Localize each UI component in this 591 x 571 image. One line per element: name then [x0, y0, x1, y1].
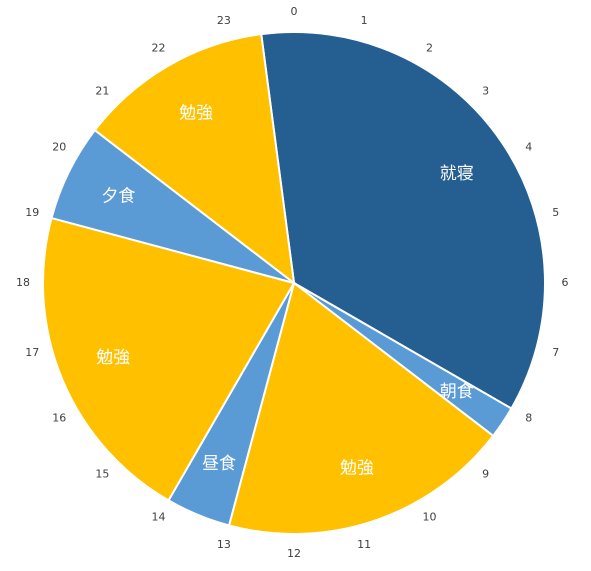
hour-label: 21 [95, 84, 109, 97]
hour-label: 7 [552, 346, 559, 359]
slice-label: 勉強 [179, 103, 213, 123]
slice-label: 昼食 [202, 454, 236, 474]
hour-label: 9 [482, 468, 489, 481]
slice-label: 夕食 [101, 186, 135, 206]
hour-label: 5 [552, 206, 559, 219]
slice-label: 朝食 [440, 382, 474, 402]
pie-slice [260, 31, 546, 410]
hour-label: 1 [361, 14, 368, 27]
hour-label: 23 [217, 14, 231, 27]
hour-label: 18 [16, 276, 30, 289]
hour-label: 19 [25, 206, 39, 219]
hour-label: 8 [525, 412, 532, 425]
hour-label: 15 [95, 468, 109, 481]
hour-label: 20 [52, 141, 66, 154]
pie-slice [227, 281, 495, 535]
slice-label: 勉強 [340, 458, 374, 478]
hour-label: 0 [291, 5, 298, 18]
hour-label: 17 [25, 346, 39, 359]
slice-label: 就寝 [440, 163, 474, 184]
hour-label: 2 [426, 41, 433, 54]
pie-slice [42, 216, 296, 502]
hour-label: 22 [152, 41, 166, 54]
hour-label: 13 [217, 538, 231, 551]
hour-label: 4 [525, 141, 532, 154]
slice-label: 勉強 [96, 348, 130, 368]
hour-label: 14 [152, 511, 166, 524]
hour-label: 10 [423, 511, 437, 524]
hour-label: 3 [482, 84, 489, 97]
hour-label: 12 [287, 547, 301, 560]
hour-label: 6 [562, 276, 569, 289]
hour-label: 11 [357, 538, 371, 551]
hour-label: 16 [52, 412, 66, 425]
pie-slice [93, 33, 296, 286]
